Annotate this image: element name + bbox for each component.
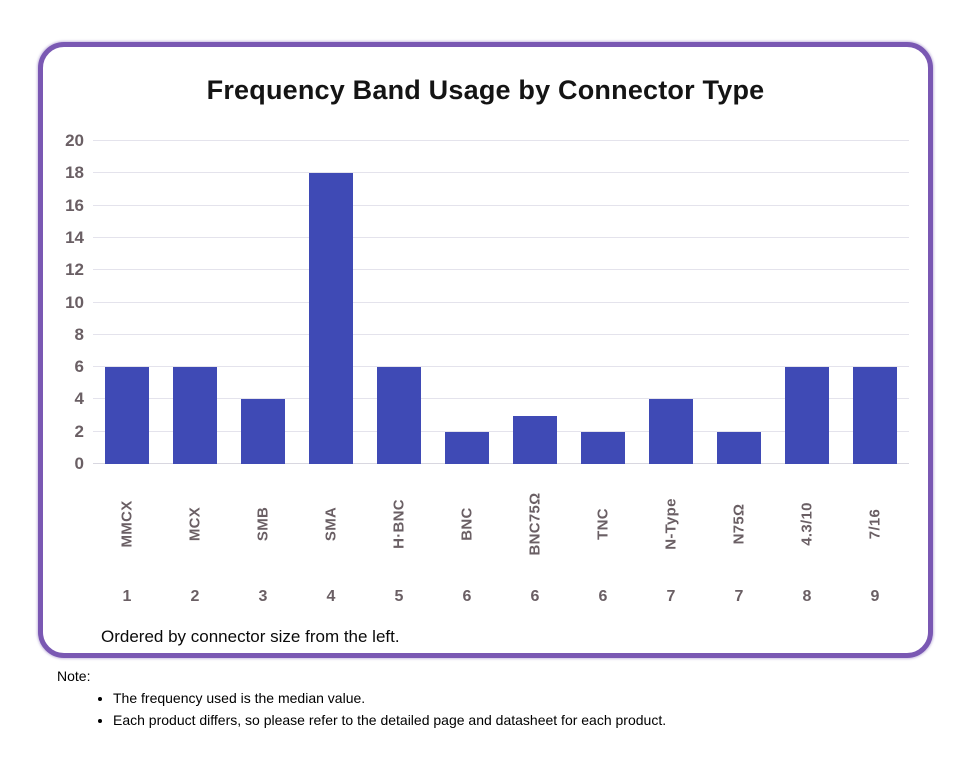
bar-MMCX bbox=[105, 367, 149, 464]
note-item: Each product differs, so please refer to… bbox=[113, 712, 666, 729]
x-axis-label-N-Type: N-Type bbox=[662, 498, 680, 550]
x-axis-number: 7 bbox=[666, 588, 676, 605]
note-item: The frequency used is the median value. bbox=[113, 690, 666, 707]
gridline-10 bbox=[93, 301, 909, 303]
gridline-12 bbox=[93, 269, 909, 271]
x-axis-number: 5 bbox=[394, 588, 404, 605]
gridline-8 bbox=[93, 333, 909, 335]
y-tick-label-12: 12 bbox=[65, 260, 84, 280]
x-axis-label-MCX: MCX bbox=[186, 506, 204, 542]
gridline-20 bbox=[93, 140, 909, 141]
x-axis-label-N75Ω: N75Ω bbox=[730, 503, 748, 545]
note-title: Note: bbox=[57, 668, 91, 684]
chart-card: Frequency Band Usage by Connector Type 0… bbox=[38, 42, 933, 658]
gridline-14 bbox=[93, 236, 909, 238]
bar-4.3/10 bbox=[785, 367, 829, 464]
gridline-16 bbox=[93, 204, 909, 206]
y-tick-label-0: 0 bbox=[74, 454, 84, 473]
x-axis-label-4.3/10: 4.3/10 bbox=[798, 502, 816, 546]
x-axis-number: 4 bbox=[326, 588, 336, 605]
y-tick-label-10: 10 bbox=[65, 292, 84, 312]
y-tick-label-20: 20 bbox=[65, 131, 84, 150]
y-tick-label-18: 18 bbox=[65, 163, 84, 183]
x-axis-number: 7 bbox=[734, 588, 744, 605]
gridline-0 bbox=[93, 463, 909, 464]
bar-N-Type bbox=[649, 399, 693, 464]
y-tick-label-8: 8 bbox=[74, 324, 84, 344]
bar-N75Ω bbox=[717, 431, 761, 464]
x-axis-number: 1 bbox=[122, 588, 132, 605]
x-axis-label-H·BNC: H·BNC bbox=[390, 499, 408, 549]
gridline-2 bbox=[93, 430, 909, 432]
note-list: The frequency used is the median value. E… bbox=[57, 690, 666, 729]
bar-chart-plot: 0 2 4 6 8 10 12 14 16 18 20 MMCX 1 MCX 2 SMB 3 SMA 4 H·BNC 5… bbox=[65, 131, 909, 605]
x-axis-label-SMB: SMB bbox=[254, 506, 272, 542]
x-axis-number: 3 bbox=[258, 588, 268, 605]
y-tick-label-2: 2 bbox=[74, 421, 84, 441]
x-axis-number: 6 bbox=[530, 588, 540, 605]
chart-title: Frequency Band Usage by Connector Type bbox=[206, 75, 765, 105]
y-tick-label-16: 16 bbox=[65, 195, 84, 215]
x-axis-number: 2 bbox=[190, 588, 200, 605]
x-axis-label-MMCX: MMCX bbox=[118, 500, 136, 548]
y-tick-label-6: 6 bbox=[74, 357, 84, 377]
x-axis-label-TNC: TNC bbox=[594, 508, 612, 540]
x-axis-number: 9 bbox=[870, 588, 880, 605]
x-axis-number: 8 bbox=[802, 588, 812, 605]
gridline-18 bbox=[93, 172, 909, 174]
chart-caption: Ordered by connector size from the left. bbox=[101, 627, 400, 646]
bar-H·BNC bbox=[377, 367, 421, 464]
gridline-6 bbox=[93, 366, 909, 368]
x-axis-number: 6 bbox=[598, 588, 608, 605]
bar-TNC bbox=[581, 431, 625, 464]
y-tick-label-4: 4 bbox=[74, 389, 84, 409]
gridline-4 bbox=[93, 398, 909, 400]
note-section: Note: The frequency used is the median v… bbox=[57, 668, 666, 734]
bar-SMB bbox=[241, 399, 285, 464]
x-axis-label-BNC75Ω: BNC75Ω bbox=[526, 492, 544, 556]
bar-BNC75Ω bbox=[513, 415, 557, 464]
x-axis-label-SMA: SMA bbox=[322, 506, 340, 542]
x-axis-label-BNC: BNC bbox=[458, 507, 476, 541]
bar-7/16 bbox=[853, 367, 897, 464]
bar-SMA bbox=[309, 173, 353, 464]
x-axis-number: 6 bbox=[462, 588, 472, 605]
x-axis-label-7/16: 7/16 bbox=[866, 508, 884, 540]
bar-MCX bbox=[173, 367, 217, 464]
bar-BNC bbox=[445, 431, 489, 464]
y-tick-label-14: 14 bbox=[65, 227, 84, 247]
